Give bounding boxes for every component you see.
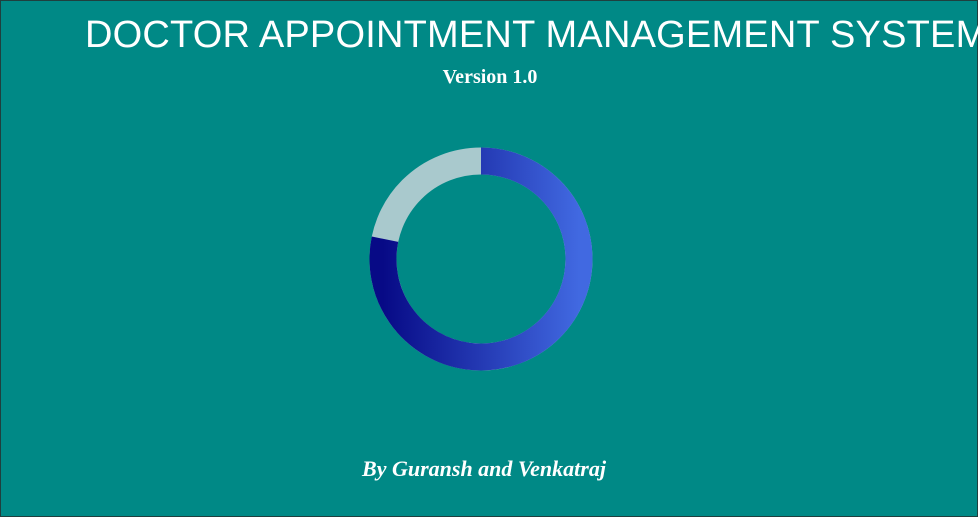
app-title: DOCTOR APPOINTMENT MANAGEMENT SYSTEM <box>85 14 978 56</box>
loading-spinner-icon <box>369 147 593 371</box>
spinner-arc <box>369 147 593 371</box>
version-label: Version 1.0 <box>442 66 538 88</box>
credits-label: By Guransh and Venkatraj <box>362 456 606 481</box>
